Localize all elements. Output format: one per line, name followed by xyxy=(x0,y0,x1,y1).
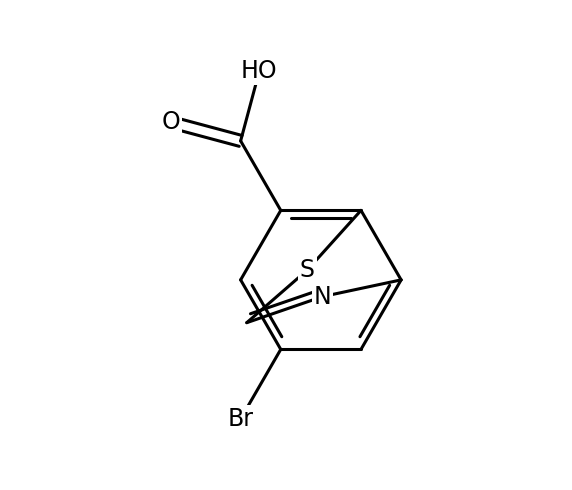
Text: HO: HO xyxy=(241,59,277,83)
Text: N: N xyxy=(314,285,332,309)
Text: Br: Br xyxy=(228,407,253,431)
Text: S: S xyxy=(300,258,315,282)
Text: O: O xyxy=(161,110,180,134)
